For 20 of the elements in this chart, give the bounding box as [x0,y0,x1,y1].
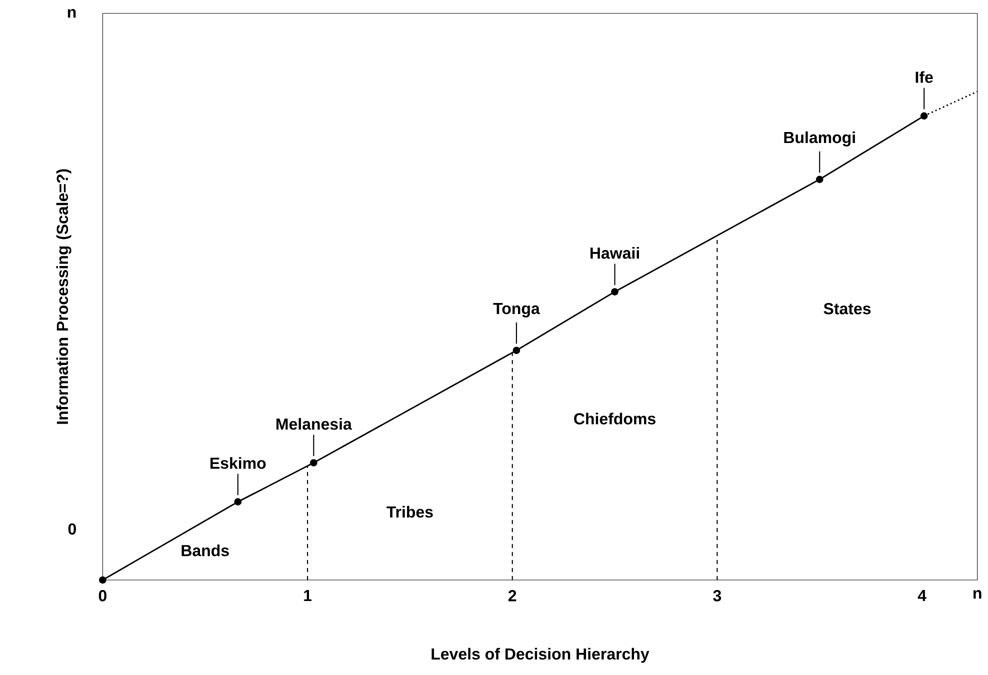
annotation: Bulamogi [784,132,855,147]
x-axis-title: Levels of Decision Hierarchy [432,648,650,663]
annotation: States [824,303,871,315]
annotation: Bands [182,544,229,556]
annotation: Tribes [386,506,433,518]
x-tick-label: 4 [918,590,926,602]
annotation: Eskimo [210,457,266,470]
annotation: Tonga [493,303,540,318]
x-tick-label: 3 [713,590,722,602]
x-tick-label: 1 [304,590,312,602]
text: 0 [68,524,76,535]
annotation: Ife [916,71,933,84]
annotation: Chiefdoms [574,412,656,425]
annotation: Melanesia [276,418,352,430]
x-tick-label: 0 [98,590,106,602]
x-tick-label: n [974,590,982,599]
text: n [68,9,76,18]
annotation: Hawaii [590,247,639,259]
y-axis-title: Information Processing (Scale=?) [56,169,72,424]
x-tick-label: 2 [508,590,516,602]
